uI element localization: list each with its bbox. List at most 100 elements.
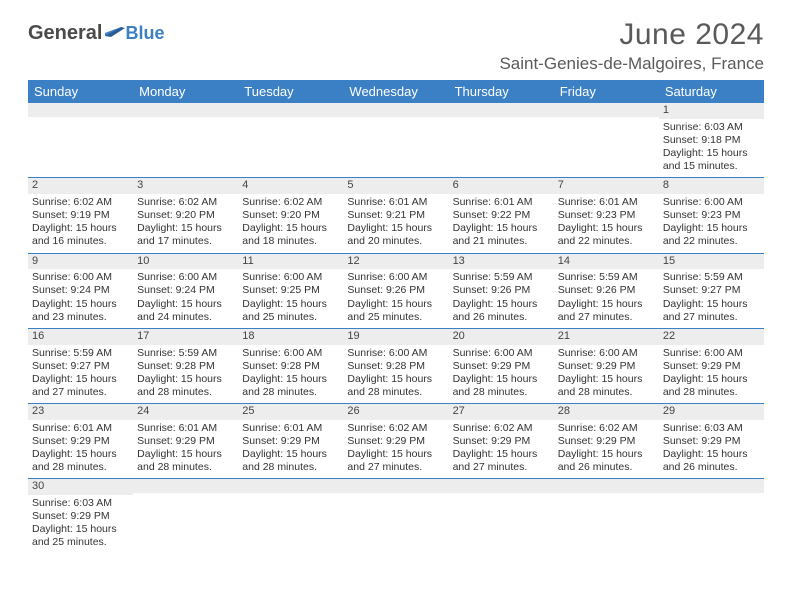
day-cell: 9Sunrise: 6:00 AMSunset: 9:24 PMDaylight… xyxy=(28,253,133,328)
daylight-line: Daylight: 15 hours and 25 minutes. xyxy=(32,523,129,549)
day-body: Sunrise: 5:59 AMSunset: 9:27 PMDaylight:… xyxy=(28,345,133,404)
daylight-line: Daylight: 15 hours and 23 minutes. xyxy=(32,298,129,324)
day-body xyxy=(133,117,238,165)
sunrise-line: Sunrise: 6:01 AM xyxy=(347,196,444,209)
daylight-line: Daylight: 15 hours and 27 minutes. xyxy=(558,298,655,324)
sunset-line: Sunset: 9:28 PM xyxy=(137,360,234,373)
sunrise-line: Sunrise: 6:03 AM xyxy=(663,422,760,435)
day-cell: 21Sunrise: 6:00 AMSunset: 9:29 PMDayligh… xyxy=(554,328,659,403)
sunrise-line: Sunrise: 6:01 AM xyxy=(558,196,655,209)
day-number: 2 xyxy=(28,178,133,194)
sunset-line: Sunset: 9:23 PM xyxy=(663,209,760,222)
day-number xyxy=(343,479,448,493)
daylight-line: Daylight: 15 hours and 25 minutes. xyxy=(242,298,339,324)
day-body xyxy=(554,493,659,541)
sunset-line: Sunset: 9:21 PM xyxy=(347,209,444,222)
daylight-line: Daylight: 15 hours and 26 minutes. xyxy=(453,298,550,324)
day-cell: 3Sunrise: 6:02 AMSunset: 9:20 PMDaylight… xyxy=(133,178,238,253)
sunrise-line: Sunrise: 6:00 AM xyxy=(453,347,550,360)
sunrise-line: Sunrise: 6:03 AM xyxy=(663,121,760,134)
day-cell xyxy=(133,103,238,178)
sunrise-line: Sunrise: 6:00 AM xyxy=(137,271,234,284)
day-body: Sunrise: 6:03 AMSunset: 9:18 PMDaylight:… xyxy=(659,119,764,178)
day-cell: 16Sunrise: 5:59 AMSunset: 9:27 PMDayligh… xyxy=(28,328,133,403)
day-body: Sunrise: 6:02 AMSunset: 9:29 PMDaylight:… xyxy=(449,420,554,479)
daylight-line: Daylight: 15 hours and 27 minutes. xyxy=(663,298,760,324)
sunrise-line: Sunrise: 6:01 AM xyxy=(137,422,234,435)
sunset-line: Sunset: 9:29 PM xyxy=(453,360,550,373)
daylight-line: Daylight: 15 hours and 22 minutes. xyxy=(663,222,760,248)
daylight-line: Daylight: 15 hours and 28 minutes. xyxy=(347,373,444,399)
day-body: Sunrise: 6:00 AMSunset: 9:24 PMDaylight:… xyxy=(133,269,238,328)
daylight-line: Daylight: 15 hours and 28 minutes. xyxy=(137,448,234,474)
day-number: 4 xyxy=(238,178,343,194)
col-monday: Monday xyxy=(133,80,238,103)
day-number: 16 xyxy=(28,329,133,345)
day-number: 21 xyxy=(554,329,659,345)
title-block: June 2024 Saint-Genies-de-Malgoires, Fra… xyxy=(499,18,764,74)
day-cell: 5Sunrise: 6:01 AMSunset: 9:21 PMDaylight… xyxy=(343,178,448,253)
day-body: Sunrise: 6:01 AMSunset: 9:22 PMDaylight:… xyxy=(449,194,554,253)
sunrise-line: Sunrise: 6:00 AM xyxy=(32,271,129,284)
daylight-line: Daylight: 15 hours and 28 minutes. xyxy=(137,373,234,399)
day-body: Sunrise: 6:01 AMSunset: 9:23 PMDaylight:… xyxy=(554,194,659,253)
sunrise-line: Sunrise: 5:59 AM xyxy=(453,271,550,284)
day-number: 13 xyxy=(449,254,554,270)
day-number: 7 xyxy=(554,178,659,194)
day-cell xyxy=(343,103,448,178)
day-number: 28 xyxy=(554,404,659,420)
day-body: Sunrise: 6:02 AMSunset: 9:19 PMDaylight:… xyxy=(28,194,133,253)
day-number xyxy=(449,103,554,117)
daylight-line: Daylight: 15 hours and 20 minutes. xyxy=(347,222,444,248)
day-number: 20 xyxy=(449,329,554,345)
day-number xyxy=(554,479,659,493)
sunset-line: Sunset: 9:29 PM xyxy=(663,360,760,373)
day-number: 3 xyxy=(133,178,238,194)
daylight-line: Daylight: 15 hours and 28 minutes. xyxy=(242,373,339,399)
day-number xyxy=(659,479,764,493)
day-body xyxy=(133,493,238,541)
day-cell: 17Sunrise: 5:59 AMSunset: 9:28 PMDayligh… xyxy=(133,328,238,403)
daylight-line: Daylight: 15 hours and 15 minutes. xyxy=(663,147,760,173)
day-number xyxy=(133,103,238,117)
day-body: Sunrise: 6:03 AMSunset: 9:29 PMDaylight:… xyxy=(659,420,764,479)
day-body xyxy=(659,493,764,541)
day-cell xyxy=(449,103,554,178)
day-body: Sunrise: 6:00 AMSunset: 9:29 PMDaylight:… xyxy=(449,345,554,404)
daylight-line: Daylight: 15 hours and 24 minutes. xyxy=(137,298,234,324)
daylight-line: Daylight: 15 hours and 25 minutes. xyxy=(347,298,444,324)
day-number: 6 xyxy=(449,178,554,194)
sunset-line: Sunset: 9:20 PM xyxy=(242,209,339,222)
day-cell: 14Sunrise: 5:59 AMSunset: 9:26 PMDayligh… xyxy=(554,253,659,328)
day-body: Sunrise: 6:00 AMSunset: 9:23 PMDaylight:… xyxy=(659,194,764,253)
location-label: Saint-Genies-de-Malgoires, France xyxy=(499,54,764,74)
day-cell xyxy=(238,103,343,178)
daylight-line: Daylight: 15 hours and 21 minutes. xyxy=(453,222,550,248)
day-body: Sunrise: 6:01 AMSunset: 9:29 PMDaylight:… xyxy=(133,420,238,479)
week-row: 9Sunrise: 6:00 AMSunset: 9:24 PMDaylight… xyxy=(28,253,764,328)
day-cell: 1Sunrise: 6:03 AMSunset: 9:18 PMDaylight… xyxy=(659,103,764,178)
week-row: 1Sunrise: 6:03 AMSunset: 9:18 PMDaylight… xyxy=(28,103,764,178)
calendar-table: Sunday Monday Tuesday Wednesday Thursday… xyxy=(28,80,764,554)
day-body xyxy=(449,493,554,541)
flag-icon xyxy=(105,22,125,45)
col-thursday: Thursday xyxy=(449,80,554,103)
logo: General Blue xyxy=(28,18,165,45)
sunrise-line: Sunrise: 6:02 AM xyxy=(347,422,444,435)
sunset-line: Sunset: 9:29 PM xyxy=(137,435,234,448)
day-number xyxy=(133,479,238,493)
sunset-line: Sunset: 9:27 PM xyxy=(32,360,129,373)
day-cell: 27Sunrise: 6:02 AMSunset: 9:29 PMDayligh… xyxy=(449,404,554,479)
week-row: 23Sunrise: 6:01 AMSunset: 9:29 PMDayligh… xyxy=(28,404,764,479)
sunrise-line: Sunrise: 6:00 AM xyxy=(558,347,655,360)
daylight-line: Daylight: 15 hours and 16 minutes. xyxy=(32,222,129,248)
sunset-line: Sunset: 9:19 PM xyxy=(32,209,129,222)
day-number: 10 xyxy=(133,254,238,270)
col-wednesday: Wednesday xyxy=(343,80,448,103)
sunrise-line: Sunrise: 6:01 AM xyxy=(32,422,129,435)
logo-text-blue: Blue xyxy=(125,23,164,44)
sunrise-line: Sunrise: 6:01 AM xyxy=(242,422,339,435)
daylight-line: Daylight: 15 hours and 28 minutes. xyxy=(32,448,129,474)
week-row: 30Sunrise: 6:03 AMSunset: 9:29 PMDayligh… xyxy=(28,479,764,554)
sunset-line: Sunset: 9:29 PM xyxy=(347,435,444,448)
